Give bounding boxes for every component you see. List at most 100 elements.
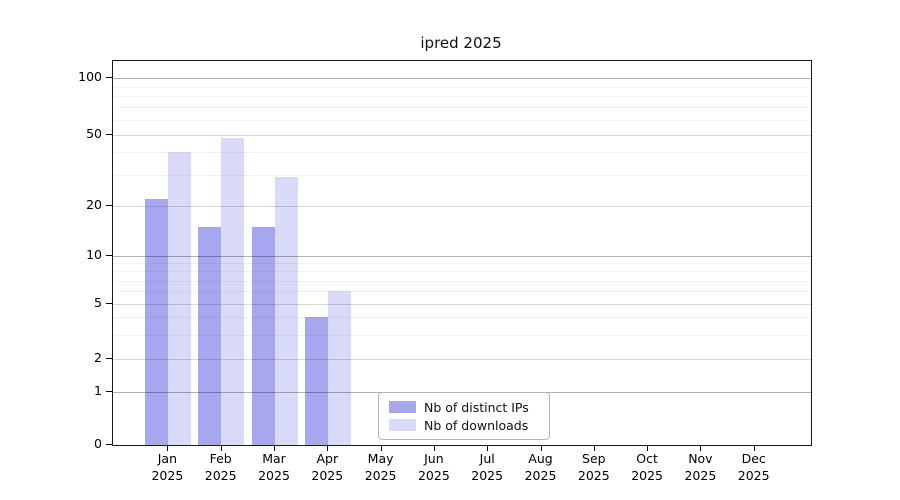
x-tick-mark [274,445,275,451]
gridline-minor [113,107,811,109]
x-tick-month: Oct [636,451,658,466]
y-tick-mark [106,303,112,304]
x-tick-mark [647,445,649,451]
bar-downloads-feb [221,138,245,445]
x-tick-month: Apr [316,451,339,466]
x-tick-year: 2025 [524,467,557,483]
legend: Nb of distinct IPs Nb of downloads [378,392,550,440]
gridline-minor [113,96,811,98]
x-tick-year: 2025 [151,467,184,483]
bar-downloads-mar [274,177,298,445]
y-tick-label: 20 [86,197,102,212]
x-tick-month: Dec [741,451,766,466]
x-tick-mark [167,445,169,451]
x-tick-year: 2025 [737,467,770,483]
y-tick-mark [106,255,112,256]
y-tick-mark [106,358,112,359]
legend-item-downloads: Nb of downloads [389,416,541,434]
y-tick-mark [106,391,112,392]
x-tick-mark [593,445,595,451]
y-tick-label: 100 [78,69,102,84]
gridline-major [113,359,811,360]
gridline-minor [113,86,811,88]
gridline-minor [113,174,811,176]
x-tick-year: 2025 [364,467,397,483]
bar-distinct-ips-mar [251,226,275,445]
y-tick-label: 1 [94,383,102,398]
x-tick-mark [540,445,542,451]
x-tick-mark [753,445,755,451]
x-tick-mark [380,445,382,451]
x-tick-month: Jun [424,451,444,466]
x-tick-month: Sep [582,451,606,466]
x-tick-month: Nov [688,451,713,466]
gridline-major [113,135,811,136]
gridline-major [113,78,811,79]
y-tick-label: 0 [94,436,102,451]
gridline-minor [113,291,811,293]
x-tick-label: Mar 2025 [232,451,316,484]
x-tick-year: 2025 [204,467,237,483]
x-tick-year: 2025 [417,467,450,483]
x-tick-label: Feb 2025 [179,451,263,484]
x-tick-label: Jun 2025 [392,451,476,484]
gridline-major [113,206,811,207]
x-tick-year: 2025 [684,467,717,483]
x-tick-label: Dec 2025 [712,451,796,484]
x-tick-year: 2025 [577,467,610,483]
x-tick-label: Oct 2025 [605,451,689,484]
x-tick-label: Jul 2025 [445,451,529,484]
gridline-minor [113,280,811,282]
legend-item-distinct-ips: Nb of distinct IPs [389,398,541,416]
x-tick-month: Feb [209,451,232,466]
legend-label-downloads: Nb of downloads [424,417,529,433]
x-tick-label: Nov 2025 [658,451,742,484]
bar-distinct-ips-feb [198,226,222,445]
legend-swatch-downloads [389,419,416,431]
bar-distinct-ips-apr [304,317,328,445]
y-tick-label: 5 [94,295,102,310]
bar-downloads-apr [327,291,351,445]
gridline-minor [113,271,811,273]
gridline-major [113,256,811,257]
x-tick-mark [220,445,222,451]
y-tick-mark [106,134,112,135]
x-tick-month: Jul [479,451,495,466]
gridline-minor [113,120,811,121]
y-tick-label: 10 [86,247,102,262]
x-tick-label: Sep 2025 [552,451,636,484]
x-tick-mark [433,445,435,451]
x-tick-year: 2025 [311,467,344,483]
x-tick-mark [327,445,329,451]
x-tick-month: May [367,451,394,466]
x-tick-month: Aug [528,451,553,466]
gridline-minor [113,317,811,319]
x-tick-month: Mar [262,451,286,466]
x-tick-label: Apr 2025 [285,451,369,484]
x-tick-year: 2025 [631,467,663,483]
y-tick-label: 50 [86,126,102,141]
x-tick-label: Aug 2025 [499,451,583,484]
x-tick-label: May 2025 [339,451,423,484]
legend-label-distinct-ips: Nb of distinct IPs [424,399,529,415]
y-tick-mark [106,205,112,206]
gridline-minor [113,334,811,336]
gridline-major [113,304,811,305]
gridline-minor [113,152,811,154]
y-tick-mark [106,77,112,78]
bar-downloads-jan [167,152,191,445]
x-tick-year: 2025 [471,467,504,483]
y-tick-label: 2 [94,350,102,365]
gridline-minor [113,263,811,265]
legend-swatch-distinct-ips [389,401,416,413]
bar-distinct-ips-jan [144,198,168,445]
x-tick-year: 2025 [258,467,290,483]
x-tick-mark [487,445,489,451]
x-tick-mark [700,445,702,451]
y-tick-mark [106,444,112,445]
x-tick-label: Jan 2025 [125,451,209,484]
plot-area [112,60,812,446]
x-tick-month: Jan [157,451,178,466]
chart-title: ipred 2025 [420,34,502,52]
